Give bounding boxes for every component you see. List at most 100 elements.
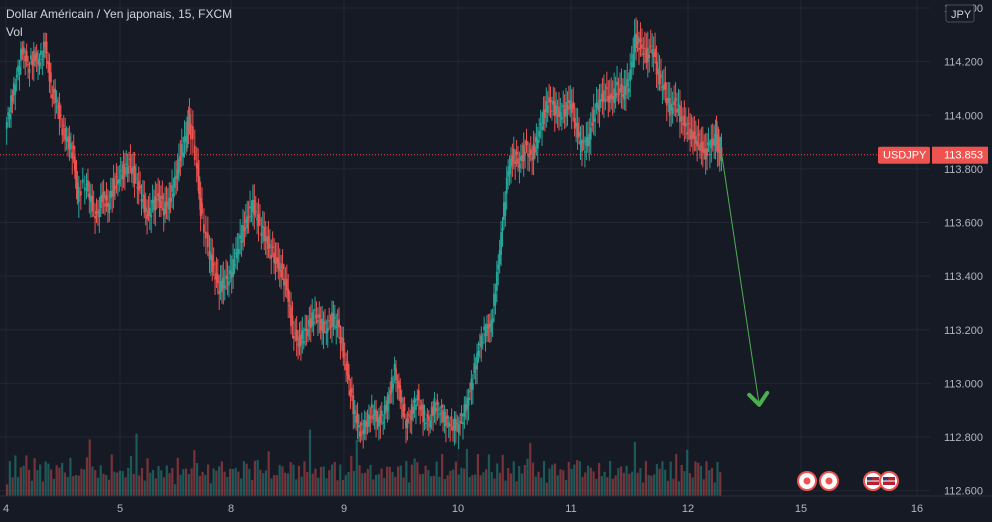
candle-body	[173, 177, 176, 188]
candle-body	[14, 84, 17, 95]
candle-body	[32, 50, 35, 66]
volume-bar	[702, 479, 705, 496]
candle-body	[308, 320, 311, 327]
candle-body	[386, 400, 389, 412]
candle-body	[399, 385, 402, 402]
volume-bar	[559, 469, 562, 496]
candle-body	[595, 102, 598, 109]
candle-body	[643, 47, 646, 49]
volume-bar	[6, 484, 9, 496]
time-tick-label: 16	[911, 503, 923, 515]
candle-body	[133, 166, 136, 184]
volume-bar	[94, 470, 97, 496]
candle-body	[601, 93, 604, 102]
candle-body	[633, 35, 636, 53]
volume-bar	[61, 462, 64, 496]
candle-body	[34, 54, 37, 62]
volume-bar	[157, 466, 160, 496]
candle-body	[172, 193, 175, 198]
candle-body	[198, 176, 200, 194]
price-axis[interactable]: 114.400114.200114.000113.800113.600113.4…	[878, 0, 992, 498]
candle-body	[605, 87, 608, 89]
candle-body	[467, 397, 470, 406]
volume-bar	[457, 474, 460, 496]
event-flag-icon[interactable]	[797, 471, 817, 491]
volume-bar	[284, 472, 287, 496]
candle-body	[309, 318, 312, 328]
candle-body	[71, 152, 74, 159]
volume-bar	[490, 472, 493, 496]
volume-bar	[28, 469, 31, 496]
candle-body	[5, 121, 8, 129]
grid-lines	[0, 0, 930, 496]
event-flag-icon[interactable]	[819, 471, 839, 491]
candle-body	[660, 74, 662, 78]
candle-body	[478, 343, 481, 346]
volume-bar	[512, 461, 515, 496]
candle-body	[483, 326, 486, 330]
candle-body	[508, 166, 511, 175]
candle-body	[433, 398, 436, 414]
candle-body	[98, 209, 101, 218]
candle-body	[588, 133, 591, 146]
candle-body	[246, 216, 249, 229]
volume-bar	[567, 461, 570, 496]
volume-bar	[50, 469, 53, 496]
candle-body	[582, 140, 585, 143]
volume-bar	[584, 472, 587, 496]
candle-body	[379, 414, 382, 423]
candle-body	[219, 281, 222, 292]
candle-body	[655, 61, 658, 75]
volume-bar	[474, 474, 477, 496]
candle-body	[111, 191, 114, 197]
volume-bar	[39, 464, 42, 496]
candle-body	[203, 224, 205, 233]
candle-body	[630, 61, 633, 68]
price-tick-label: 112.600	[944, 486, 983, 498]
candle-body	[218, 290, 221, 294]
candle-body	[206, 232, 209, 248]
volume-bar	[416, 462, 419, 496]
volume-bar	[642, 482, 645, 496]
volume-bar	[22, 465, 25, 496]
candle-body	[629, 69, 632, 81]
volume-bar	[149, 472, 152, 496]
candle-body	[225, 275, 228, 279]
candle-body	[494, 294, 497, 306]
candle-body	[668, 97, 671, 116]
us-flag-icon[interactable]	[863, 471, 883, 491]
candle-body	[242, 224, 244, 243]
candle-body	[380, 410, 383, 416]
volume-bar	[631, 471, 634, 496]
candle-body	[707, 142, 710, 146]
candle-body	[329, 326, 332, 328]
candle-body	[491, 318, 494, 324]
candle-body	[393, 364, 396, 372]
candle-body	[228, 281, 230, 286]
volume-bar	[223, 471, 226, 496]
candle-body	[322, 324, 325, 334]
candle-body	[699, 144, 701, 152]
volume-bar	[352, 471, 356, 496]
candle-body	[671, 107, 674, 114]
candle-body	[48, 62, 51, 82]
candle-body	[363, 420, 366, 434]
volume-bar	[636, 472, 639, 496]
time-axis[interactable]: 4 5 8 9 10 11 12 15 16	[0, 495, 992, 522]
volume-bar	[383, 478, 386, 496]
volume-bars	[6, 429, 722, 496]
candle-body	[287, 288, 290, 302]
event-markers[interactable]	[797, 471, 899, 491]
volume-bar	[341, 479, 345, 496]
candle-body	[560, 117, 563, 120]
candle-body	[531, 157, 534, 160]
volume-bar	[173, 484, 177, 496]
volume-bar	[344, 475, 347, 496]
candle-body	[366, 419, 369, 421]
candle-body	[575, 122, 578, 128]
volume-bar	[548, 468, 551, 496]
us-flag-icon[interactable]	[879, 471, 899, 491]
volume-bar	[303, 461, 306, 496]
